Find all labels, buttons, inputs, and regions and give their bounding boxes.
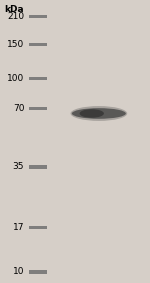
FancyBboxPatch shape <box>28 107 47 110</box>
FancyBboxPatch shape <box>28 77 47 80</box>
Ellipse shape <box>70 106 127 121</box>
Text: 150: 150 <box>7 40 24 49</box>
FancyBboxPatch shape <box>28 165 47 169</box>
FancyBboxPatch shape <box>28 270 47 274</box>
FancyBboxPatch shape <box>28 43 47 46</box>
Ellipse shape <box>80 109 104 118</box>
Text: 10: 10 <box>13 267 24 276</box>
Ellipse shape <box>72 108 126 119</box>
Text: kDa: kDa <box>5 5 24 14</box>
FancyBboxPatch shape <box>18 1 143 282</box>
Text: 70: 70 <box>13 104 24 113</box>
Text: 35: 35 <box>13 162 24 171</box>
Text: 100: 100 <box>7 74 24 83</box>
FancyBboxPatch shape <box>28 15 47 18</box>
Text: 17: 17 <box>13 223 24 232</box>
Text: 210: 210 <box>7 12 24 21</box>
FancyBboxPatch shape <box>28 226 47 229</box>
